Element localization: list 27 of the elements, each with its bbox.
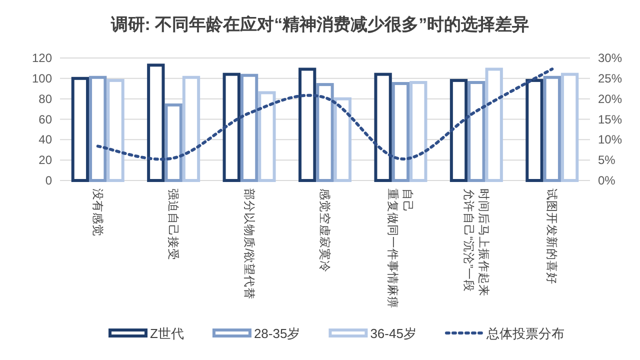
- y-tick-label: 80: [38, 92, 52, 106]
- y2-tick-label: 0%: [598, 174, 616, 188]
- x-tick-label: 强迫自己接受: [166, 188, 181, 260]
- y-tick-label: 40: [38, 132, 52, 147]
- y-tick-label: 20: [38, 153, 52, 168]
- y2-tick-label: 10%: [598, 132, 622, 147]
- x-tick-label: 部分以物质/欲望代替: [242, 188, 256, 300]
- x-tick-label: 感觉空虚寂寞冷: [318, 188, 332, 272]
- y2-tick-label: 15%: [598, 112, 622, 126]
- x-tick-label: 没有感觉: [90, 188, 104, 236]
- chart-title: 调研: 不同年龄在应对“精神消费减少很多”时的选择差异: [110, 15, 530, 34]
- y-tick-label: 60: [38, 112, 52, 126]
- y2-tick-label: 20%: [598, 92, 622, 106]
- y2-tick-label: 25%: [598, 71, 622, 86]
- legend-label: 总体投票分布: [485, 326, 564, 341]
- y-tick-label: 0: [45, 174, 52, 188]
- y2-tick-label: 30%: [598, 51, 622, 65]
- y-tick-label: 120: [32, 51, 52, 65]
- y2-tick-label: 5%: [598, 153, 616, 168]
- x-tick-label: 重复做同一件事情麻痹自己: [386, 188, 414, 308]
- legend-label: 36-45岁: [370, 326, 416, 341]
- legend-label: Z世代: [150, 326, 184, 341]
- x-tick-label: 试图开发新的喜好: [545, 188, 560, 284]
- y-tick-label: 100: [32, 71, 52, 86]
- legend-label: 28-35岁: [254, 326, 300, 341]
- x-tick-label: 允许自己“沉沦”一段时间后马上振作起来: [462, 188, 490, 296]
- line-series: [96, 68, 554, 161]
